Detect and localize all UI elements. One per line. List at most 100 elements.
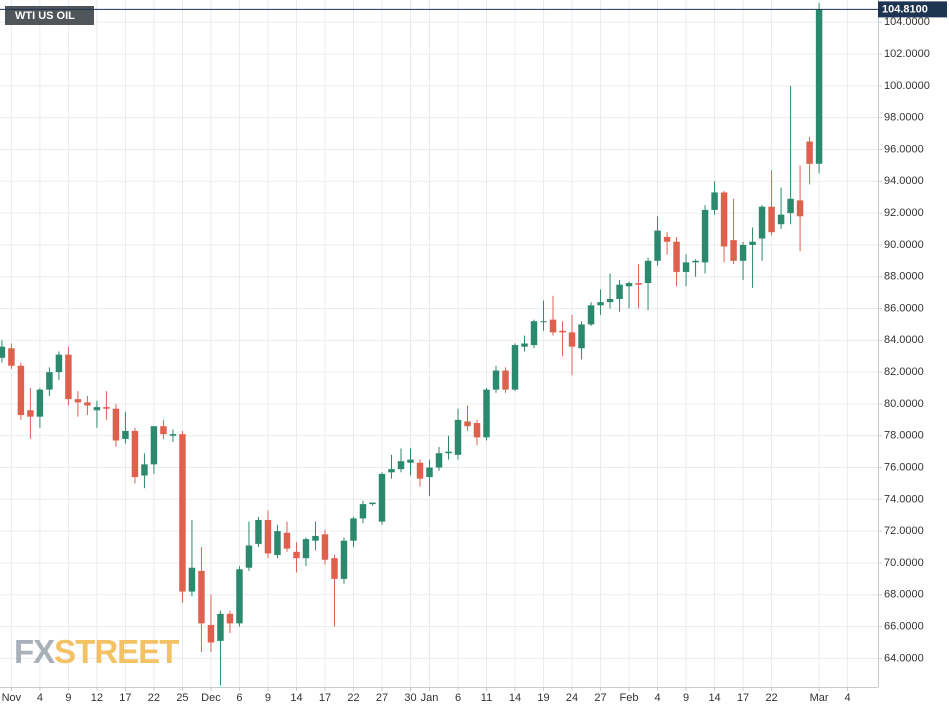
- candle-body: [198, 570, 205, 624]
- x-tick-label: 30: [404, 692, 416, 704]
- candle-body: [483, 389, 490, 438]
- candle-body: [502, 370, 509, 390]
- x-tick-label: 25: [176, 692, 188, 704]
- x-tick-label: 19: [537, 692, 549, 704]
- candle-body: [692, 260, 699, 263]
- y-tick-label: 102.0000: [884, 48, 930, 60]
- candle-body: [378, 473, 386, 522]
- x-tick-label: Nov: [2, 692, 22, 704]
- candle-body: [245, 545, 253, 568]
- y-tick-label: 68.0000: [884, 589, 924, 601]
- candle-body: [758, 206, 766, 239]
- x-tick-label: Mar: [810, 692, 829, 704]
- candle-body: [274, 531, 281, 556]
- candle-body: [701, 209, 709, 263]
- candle-body: [93, 407, 101, 411]
- y-tick-label: 88.0000: [884, 271, 924, 283]
- x-tick-label: 22: [765, 692, 777, 704]
- candle-body: [587, 305, 595, 325]
- y-tick-label: 76.0000: [884, 461, 924, 473]
- candles: [0, 3, 823, 686]
- watermark-street: STREET: [54, 633, 179, 670]
- candle-body: [169, 434, 177, 436]
- candle-body: [264, 520, 272, 554]
- watermark-fx: FX: [14, 633, 55, 670]
- candle-body: [787, 198, 794, 214]
- x-tick-label: 27: [594, 692, 606, 704]
- candle-body: [27, 410, 34, 417]
- y-tick-label: 74.0000: [884, 493, 924, 505]
- candle-body: [435, 453, 443, 468]
- candle-body: [188, 567, 196, 592]
- candle-body: [730, 240, 737, 261]
- candle-body: [369, 502, 376, 505]
- candle-body: [749, 241, 756, 245]
- candle-body: [426, 467, 433, 478]
- candle-body: [179, 434, 186, 592]
- candle-body: [511, 345, 519, 390]
- x-tick-label: 17: [319, 692, 331, 704]
- candle-body: [568, 332, 576, 347]
- y-tick-label: 104.0000: [884, 16, 930, 28]
- candle-body: [578, 324, 585, 349]
- candle-body: [673, 241, 680, 272]
- candle-body: [806, 141, 813, 164]
- candle-body: [464, 421, 471, 427]
- candle-body: [815, 9, 823, 164]
- x-tick-label: 9: [265, 692, 271, 704]
- y-tick-label: 82.0000: [884, 366, 924, 378]
- candle-body: [540, 321, 547, 323]
- x-tick-label: 14: [290, 692, 302, 704]
- chart-title: WTI US OIL: [15, 10, 75, 22]
- candle-body: [74, 399, 82, 403]
- candle-body: [302, 539, 310, 559]
- y-tick-label: 80.0000: [884, 398, 924, 410]
- last-price-label: 104.8100: [882, 3, 928, 15]
- candle-body: [321, 534, 329, 560]
- candle-body: [549, 319, 557, 333]
- y-tick-label: 100.0000: [884, 80, 930, 92]
- candle-body: [606, 298, 614, 303]
- candle-body: [0, 346, 6, 358]
- x-tick-label: Jan: [421, 692, 439, 704]
- x-tick-label: 12: [91, 692, 103, 704]
- watermark: FXSTREET: [14, 633, 179, 670]
- candle-body: [768, 206, 775, 233]
- candle-body: [625, 283, 633, 287]
- candle-body: [616, 284, 623, 299]
- x-tick-label: 17: [119, 692, 131, 704]
- candle-body: [682, 262, 690, 272]
- candle-body: [350, 518, 357, 541]
- x-tick-label: 22: [347, 692, 359, 704]
- candle-body: [644, 260, 652, 284]
- x-tick-label: 24: [566, 692, 578, 704]
- candle-body: [521, 343, 528, 347]
- y-tick-label: 90.0000: [884, 239, 924, 251]
- candle-body: [236, 569, 243, 624]
- candle-body: [131, 430, 139, 478]
- candle-body: [46, 372, 53, 390]
- candle-body: [359, 504, 367, 519]
- x-tick-label: 27: [376, 692, 388, 704]
- x-tick-label: 22: [148, 692, 160, 704]
- x-tick-label: 14: [509, 692, 521, 704]
- y-tick-label: 66.0000: [884, 620, 924, 632]
- x-tick-label: 6: [236, 692, 242, 704]
- y-tick-label: 64.0000: [884, 652, 924, 664]
- candle-body: [530, 321, 538, 346]
- candle-body: [340, 540, 348, 579]
- candle-body: [416, 462, 424, 479]
- y-tick-label: 70.0000: [884, 557, 924, 569]
- y-tick-label: 72.0000: [884, 525, 924, 537]
- x-tick-label: Dec: [201, 692, 221, 704]
- title-box: [5, 6, 94, 25]
- candle-body: [293, 551, 300, 559]
- candle-body: [397, 461, 405, 470]
- candle-body: [160, 426, 167, 435]
- y-tick-label: 84.0000: [884, 334, 924, 346]
- x-tick-label: 17: [737, 692, 749, 704]
- y-tick-label: 94.0000: [884, 175, 924, 187]
- x-tick-label: 4: [654, 692, 660, 704]
